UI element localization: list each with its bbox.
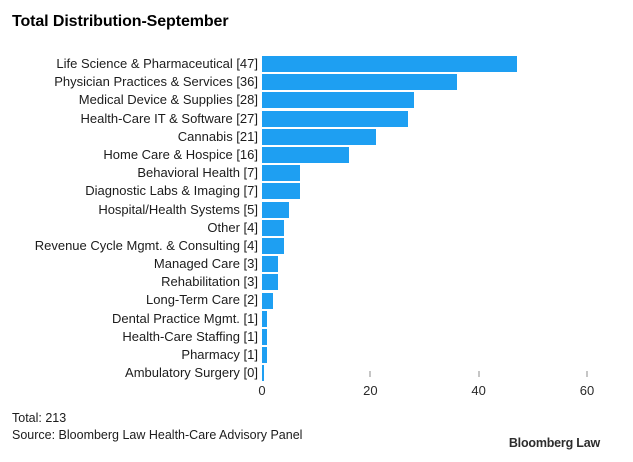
category-label: Rehabilitation [3] xyxy=(161,274,258,290)
category-label: Home Care & Hospice [16] xyxy=(103,146,258,162)
bar-track xyxy=(262,237,621,254)
chart-row: Medical Device & Supplies [28] xyxy=(12,91,621,109)
category-label: Health-Care Staffing [1] xyxy=(122,328,258,344)
chart-row: Long-Term Care [2] xyxy=(12,291,621,309)
bar xyxy=(262,201,290,218)
chart-row: Diagnostic Labs & Imaging [7] xyxy=(12,182,621,200)
bar xyxy=(262,219,284,236)
category-label: Life Science & Pharmaceutical [47] xyxy=(56,56,258,71)
bar-chart: Life Science & Pharmaceutical [47] Physic… xyxy=(12,55,621,410)
bar xyxy=(262,365,264,382)
bar xyxy=(262,56,517,73)
category-label: Health-Care IT & Software [27] xyxy=(80,110,258,126)
bar-track xyxy=(262,365,621,382)
chart-row: Hospital/Health Systems [5] xyxy=(12,201,621,219)
tick-mark xyxy=(369,371,371,378)
bar xyxy=(262,347,268,364)
category-label: Hospital/Health Systems [5] xyxy=(98,201,258,217)
bar-track xyxy=(262,219,621,236)
chart-row: Ambulatory Surgery [0] xyxy=(12,364,621,382)
category-label: Behavioral Health [7] xyxy=(137,165,258,181)
chart-footer: Total: 213 Source: Bloomberg Law Health-… xyxy=(12,410,302,444)
bar xyxy=(262,256,279,273)
chart-row: Cannabis [21] xyxy=(12,128,621,146)
bar-track xyxy=(262,56,621,73)
bar xyxy=(262,110,409,127)
total-label: Total: 213 xyxy=(12,411,67,425)
category-label: Managed Care [3] xyxy=(153,256,258,272)
bar-track xyxy=(262,147,621,164)
tick-label: 60 xyxy=(579,383,595,399)
bar xyxy=(262,274,279,291)
category-label: Medical Device & Supplies [28] xyxy=(78,92,258,108)
chart-row: Physician Practices & Services [36] xyxy=(12,73,621,91)
bar-track xyxy=(262,256,621,273)
chart-title: Total Distribution-September xyxy=(12,13,229,30)
bar-track xyxy=(262,292,621,309)
chart-row: Health-Care IT & Software [27] xyxy=(12,110,621,128)
bar-track xyxy=(262,183,621,200)
chart-row: Dental Practice Mgmt. [1] xyxy=(12,310,621,328)
bar-track xyxy=(262,128,621,145)
bar-track xyxy=(262,310,621,327)
bar xyxy=(262,328,268,345)
category-label: Cannabis [21] xyxy=(177,128,258,144)
bar xyxy=(262,237,284,254)
category-label: Revenue Cycle Mgmt. & Consulting [4] xyxy=(34,237,258,253)
source-label: Source: Bloomberg Law Health-Care Adviso… xyxy=(12,428,303,442)
bar xyxy=(262,92,414,109)
chart-row: Life Science & Pharmaceutical [47] xyxy=(12,55,621,73)
bar xyxy=(262,74,457,91)
bar xyxy=(262,128,376,145)
tick-mark xyxy=(586,371,588,378)
category-label: Long-Term Care [2] xyxy=(146,292,258,308)
bar-track xyxy=(262,92,621,109)
bar-track xyxy=(262,165,621,182)
chart-row: Other [4] xyxy=(12,219,621,237)
category-label: Physician Practices & Services [36] xyxy=(54,74,258,90)
chart-row: Health-Care Staffing [1] xyxy=(12,328,621,346)
bloomberg-law-logo: Bloomberg Law xyxy=(508,436,600,450)
bar-track xyxy=(262,201,621,218)
chart-row: Pharmacy [1] xyxy=(12,346,621,364)
tick-label: 0 xyxy=(258,383,266,399)
bar-track xyxy=(262,347,621,364)
bar-track xyxy=(262,274,621,291)
bar xyxy=(262,147,349,164)
bar xyxy=(262,183,300,200)
bar-track xyxy=(262,328,621,345)
bar-track xyxy=(262,74,621,91)
tick-mark xyxy=(478,371,480,378)
bar xyxy=(262,292,273,309)
x-axis: 0 20 40 60 xyxy=(258,371,621,410)
category-label: Diagnostic Labs & Imaging [7] xyxy=(85,183,258,199)
category-label: Dental Practice Mgmt. [1] xyxy=(112,310,258,326)
category-label: Other [4] xyxy=(207,219,258,235)
bar-rows: Life Science & Pharmaceutical [47] Physic… xyxy=(12,55,621,382)
bar xyxy=(262,310,268,327)
chart-row: Home Care & Hospice [16] xyxy=(12,146,621,164)
chart-row: Managed Care [3] xyxy=(12,255,621,273)
category-label: Ambulatory Surgery [0] xyxy=(125,365,258,381)
chart-row: Revenue Cycle Mgmt. & Consulting [4] xyxy=(12,237,621,255)
chart-row: Rehabilitation [3] xyxy=(12,273,621,291)
chart-row: Behavioral Health [7] xyxy=(12,164,621,182)
bar-track xyxy=(262,110,621,127)
tick-label: 40 xyxy=(471,383,486,399)
bar xyxy=(262,165,300,182)
tick-label: 20 xyxy=(363,383,378,399)
category-label: Pharmacy [1] xyxy=(181,347,258,362)
